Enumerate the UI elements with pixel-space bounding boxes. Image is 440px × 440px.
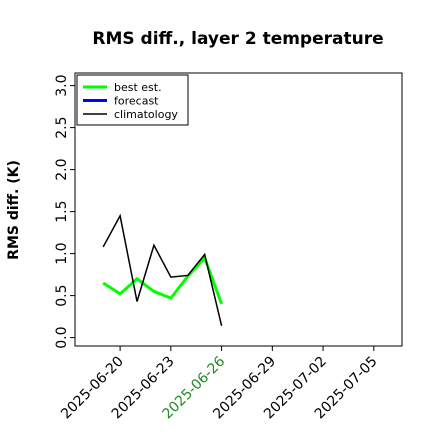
legend-label: best est. xyxy=(114,81,162,94)
y-tick-label: 3.0 xyxy=(54,74,70,96)
legend-label: forecast xyxy=(114,95,159,108)
y-tick-label: 1.5 xyxy=(54,200,70,222)
y-axis-label: RMS diff. (K) xyxy=(6,160,22,260)
y-tick-label: 2.0 xyxy=(54,158,70,180)
plot-frame xyxy=(74,72,403,347)
legend-label: climatology xyxy=(114,108,178,121)
y-tick-label: 0.0 xyxy=(54,326,70,348)
series-line xyxy=(102,213,223,327)
y-tick-label: 2.5 xyxy=(54,116,70,138)
y-tick-label: 1.0 xyxy=(54,242,70,264)
chart-title: RMS diff., layer 2 temperature xyxy=(92,29,383,49)
series-line xyxy=(102,254,223,305)
y-tick-label: 0.5 xyxy=(54,284,70,306)
